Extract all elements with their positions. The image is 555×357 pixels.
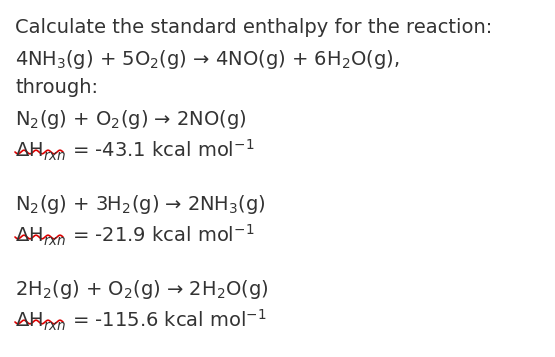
Text: ΔH$_{rxn}$ = -115.6 kcal mol$^{-1}$: ΔH$_{rxn}$ = -115.6 kcal mol$^{-1}$ xyxy=(15,308,267,333)
Text: N$_2$(g) + 3H$_2$(g) → 2NH$_3$(g): N$_2$(g) + 3H$_2$(g) → 2NH$_3$(g) xyxy=(15,193,266,216)
Text: 2H$_2$(g) + O$_2$(g) → 2H$_2$O(g): 2H$_2$(g) + O$_2$(g) → 2H$_2$O(g) xyxy=(15,278,269,301)
Text: through:: through: xyxy=(15,78,98,97)
Text: ΔH$_{rxn}$ = -43.1 kcal mol$^{-1}$: ΔH$_{rxn}$ = -43.1 kcal mol$^{-1}$ xyxy=(15,138,254,163)
Text: ΔH$_{rxn}$ = -21.9 kcal mol$^{-1}$: ΔH$_{rxn}$ = -21.9 kcal mol$^{-1}$ xyxy=(15,223,254,248)
Text: N$_2$(g) + O$_2$(g) → 2NO(g): N$_2$(g) + O$_2$(g) → 2NO(g) xyxy=(15,108,247,131)
Text: 4NH$_3$(g) + 5O$_2$(g) → 4NO(g) + 6H$_2$O(g),: 4NH$_3$(g) + 5O$_2$(g) → 4NO(g) + 6H$_2$… xyxy=(15,48,400,71)
Text: Calculate the standard enthalpy for the reaction:: Calculate the standard enthalpy for the … xyxy=(15,18,492,37)
